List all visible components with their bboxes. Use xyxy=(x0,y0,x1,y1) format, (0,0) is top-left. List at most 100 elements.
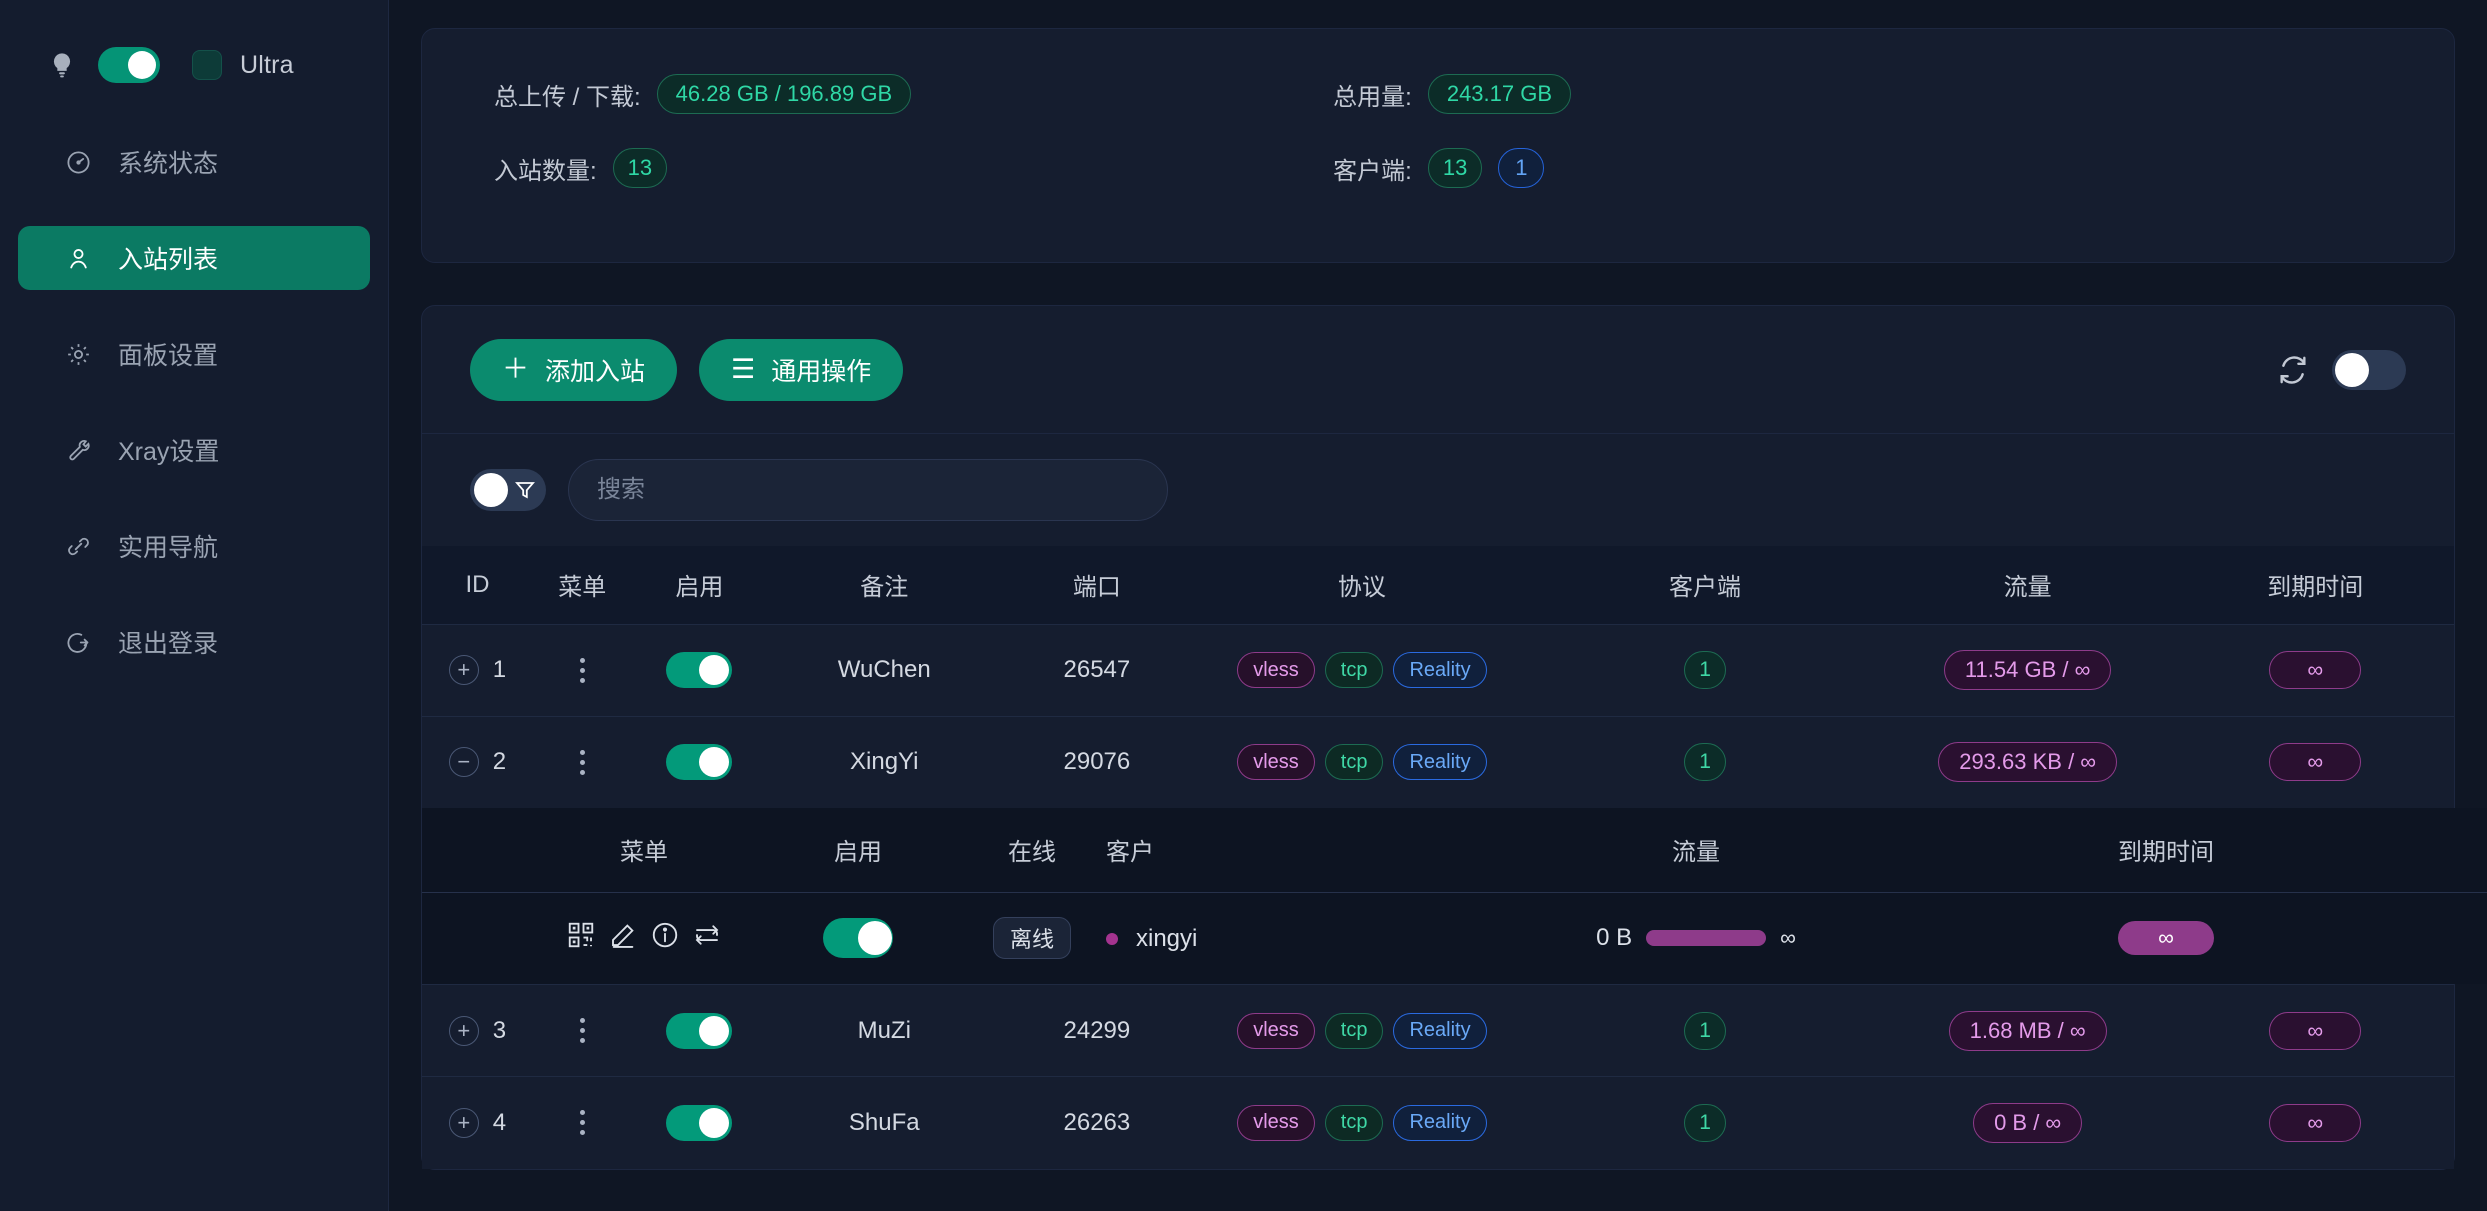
sidebar-nav: 系统状态 入站列表 面板设置 xyxy=(0,130,388,674)
table-row[interactable]: + 1 WuChen 26547 vless xyxy=(422,623,2454,716)
stat-value: 243.17 GB xyxy=(1427,74,1572,114)
cell-traffic: 293.63 KB / ∞ xyxy=(1878,715,2177,808)
sidebar-item-logout[interactable]: 退出登录 xyxy=(18,610,370,674)
cell-menu xyxy=(532,623,632,716)
cell-expiry: ∞ xyxy=(2176,1076,2454,1169)
add-inbound-label: 添加入站 xyxy=(545,357,646,386)
brand-label: Ultra xyxy=(240,50,294,79)
sidebar-item-label: 面板设置 xyxy=(118,342,219,370)
row-menu-button[interactable] xyxy=(533,749,632,775)
client-column-header-traffic: 流量 xyxy=(1446,808,1946,892)
sidebar-header: Ultra xyxy=(0,0,388,92)
sidebar-item-xray-settings[interactable]: Xray设置 xyxy=(18,418,370,482)
theme-toggle[interactable] xyxy=(98,47,160,83)
inbound-table: ID 菜单 启用 备注 端口 协议 客户端 流量 到期时间 + xyxy=(422,546,2487,1169)
status-dot-icon xyxy=(1106,932,1118,945)
brand-color-swatch[interactable] xyxy=(192,50,222,80)
client-row[interactable]: 离线 xingyi xyxy=(422,891,2487,984)
sidebar: Ultra 系统状态 入站列表 xyxy=(0,0,389,1211)
stat-total-upload-download: 总上传 / 下载: 46.28 GB / 196.89 GB xyxy=(494,73,912,115)
client-cell-expiry: ∞ xyxy=(1946,891,2386,984)
cell-clients: 1 xyxy=(1531,715,1879,808)
filter-toggle[interactable] xyxy=(470,469,546,511)
filter-toggle-knob xyxy=(474,473,508,507)
row-enable-toggle[interactable] xyxy=(666,1012,733,1049)
network-tag: tcp xyxy=(1324,1012,1384,1049)
row-menu-button[interactable] xyxy=(533,657,632,683)
row-enable-toggle[interactable] xyxy=(666,1104,733,1141)
cell-enable xyxy=(631,623,768,716)
sidebar-item-useful-nav[interactable]: 实用导航 xyxy=(18,514,370,578)
sidebar-item-label: 实用导航 xyxy=(118,534,219,562)
funnel-icon xyxy=(515,482,535,499)
cell-id: − 2 xyxy=(422,715,533,808)
add-inbound-button[interactable]: ＋ 添加入站 xyxy=(470,338,678,401)
table-row[interactable]: − 2 XingYi 29076 vless xyxy=(422,715,2454,808)
stat-inbound-count: 入站数量: 13 xyxy=(494,147,911,189)
client-cell-traffic: 0 B ∞ xyxy=(1446,891,1946,984)
cell-traffic: 0 B / ∞ xyxy=(1878,1076,2177,1169)
client-name-label: xingyi xyxy=(1136,924,1198,952)
cell-id: + 3 xyxy=(422,984,533,1077)
sidebar-item-system-status[interactable]: 系统状态 xyxy=(18,130,370,194)
sidebar-item-panel-settings[interactable]: 面板设置 xyxy=(18,322,370,386)
table-row[interactable]: + 4 ShuFa 26263 vless xyxy=(422,1076,2454,1169)
row-menu-button[interactable] xyxy=(533,1018,632,1043)
client-enable-toggle[interactable] xyxy=(823,918,893,959)
table-row[interactable]: + 3 MuZi 24299 vless xyxy=(422,984,2454,1077)
qrcode-icon[interactable] xyxy=(566,920,596,950)
inbound-list-card: ＋ 添加入站 ☰ 通用操作 xyxy=(421,305,2487,1170)
client-cell-online: 离线 xyxy=(958,891,1106,984)
user-icon xyxy=(65,245,92,272)
expiry-badge: ∞ xyxy=(2269,743,2362,782)
main-content: 总上传 / 下载: 46.28 GB / 196.89 GB 入站数量: 13 … xyxy=(389,0,2487,1211)
search-input[interactable] xyxy=(568,459,1168,521)
cell-port: 24299 xyxy=(1001,984,1193,1077)
stats-column-left: 总上传 / 下载: 46.28 GB / 196.89 GB 入站数量: 13 xyxy=(422,73,912,262)
client-cell-name: xingyi xyxy=(1106,891,1446,984)
table-header-row: ID 菜单 启用 备注 端口 协议 客户端 流量 到期时间 xyxy=(422,546,2454,624)
client-column-header-enable: 启用 xyxy=(758,808,958,892)
cell-port: 26547 xyxy=(1001,623,1193,716)
cell-port: 26263 xyxy=(1001,1076,1193,1169)
logout-icon xyxy=(65,629,92,656)
row-menu-button[interactable] xyxy=(533,1110,632,1136)
row-id: 2 xyxy=(492,748,507,776)
column-header-remark: 备注 xyxy=(767,546,1002,624)
sidebar-item-label: 退出登录 xyxy=(118,630,219,658)
row-enable-toggle[interactable] xyxy=(666,744,733,781)
security-tag: Reality xyxy=(1393,744,1487,781)
row-expand-button[interactable]: + xyxy=(448,655,479,685)
client-expiry-badge: ∞ xyxy=(2118,921,2214,956)
row-expand-button[interactable]: + xyxy=(448,1015,479,1046)
reset-icon[interactable] xyxy=(692,920,722,950)
cell-id: + 1 xyxy=(422,623,533,716)
client-traffic-bar xyxy=(1646,930,1767,947)
row-collapse-button[interactable]: − xyxy=(448,747,479,778)
row-expand-button[interactable]: + xyxy=(448,1107,479,1138)
row-enable-toggle[interactable] xyxy=(666,652,733,688)
online-status-badge: 离线 xyxy=(992,917,1071,960)
inbound-table-head: ID 菜单 启用 备注 端口 协议 客户端 流量 到期时间 xyxy=(422,546,2454,624)
expiry-badge: ∞ xyxy=(2269,1011,2362,1050)
edit-icon[interactable] xyxy=(608,920,638,950)
list-toolbar: ＋ 添加入站 ☰ 通用操作 xyxy=(422,306,2454,434)
gauge-icon xyxy=(65,149,92,176)
column-header-clients: 客户端 xyxy=(1531,546,1879,624)
network-tag: tcp xyxy=(1324,652,1384,688)
theme-toggle-knob xyxy=(128,51,156,79)
row-id: 4 xyxy=(492,1108,507,1136)
cell-enable xyxy=(631,984,768,1077)
info-icon[interactable] xyxy=(650,920,680,950)
auto-refresh-toggle[interactable] xyxy=(2332,349,2406,390)
stat-label: 总上传 / 下载: xyxy=(494,83,641,111)
client-column-header-expiry: 到期时间 xyxy=(1946,808,2386,892)
cell-id: + 4 xyxy=(422,1076,533,1169)
cell-remark: WuChen xyxy=(767,623,1002,716)
refresh-icon[interactable] xyxy=(2276,353,2310,387)
bulk-actions-button[interactable]: ☰ 通用操作 xyxy=(699,338,904,401)
auto-refresh-knob xyxy=(2335,352,2369,387)
bulk-actions-label: 通用操作 xyxy=(771,357,872,386)
sidebar-item-inbound-list[interactable]: 入站列表 xyxy=(18,226,370,290)
security-tag: Reality xyxy=(1393,652,1487,688)
